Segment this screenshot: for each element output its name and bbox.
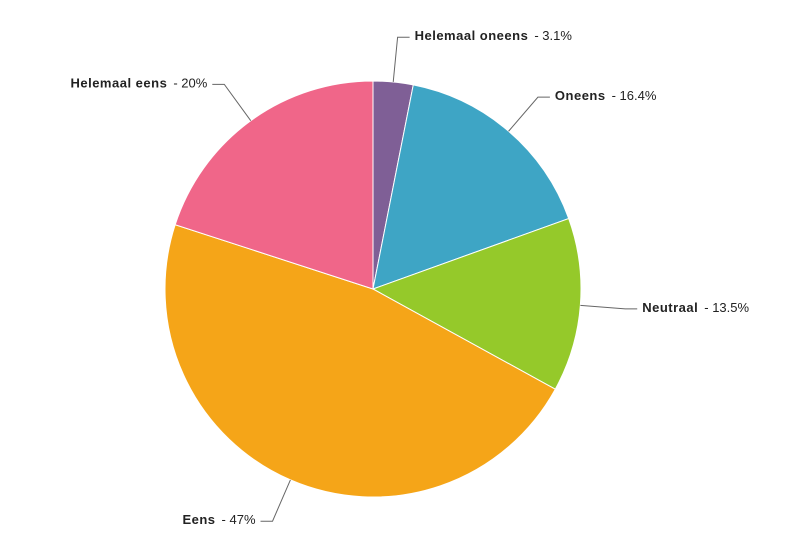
slice-label: Oneens - 16.4% [555,89,657,104]
slice-label: Helemaal oneens - 3.1% [415,29,573,44]
slice-name: Helemaal oneens [415,29,529,44]
slice-value: - 47% [222,513,256,528]
leader-line [508,96,550,132]
slice-name: Helemaal eens [70,76,167,91]
slice-label: Helemaal eens - 20% [70,76,207,91]
slice-label: Eens - 47% [182,513,255,528]
leader-line [260,479,291,522]
leader-line [580,304,638,310]
pie-slice [372,84,570,290]
leader-line [212,83,252,122]
slice-name: Neutraal [642,300,698,315]
slice-label: Neutraal - 13.5% [642,300,749,315]
slice-value: - 3.1% [534,29,572,44]
slice-value: - 16.4% [612,89,657,104]
slice-value: - 20% [173,76,207,91]
slice-value: - 13.5% [704,300,749,315]
slice-name: Eens [182,513,215,528]
leader-line [392,36,410,83]
slice-name: Oneens [555,89,606,104]
pie-slice [371,217,582,390]
